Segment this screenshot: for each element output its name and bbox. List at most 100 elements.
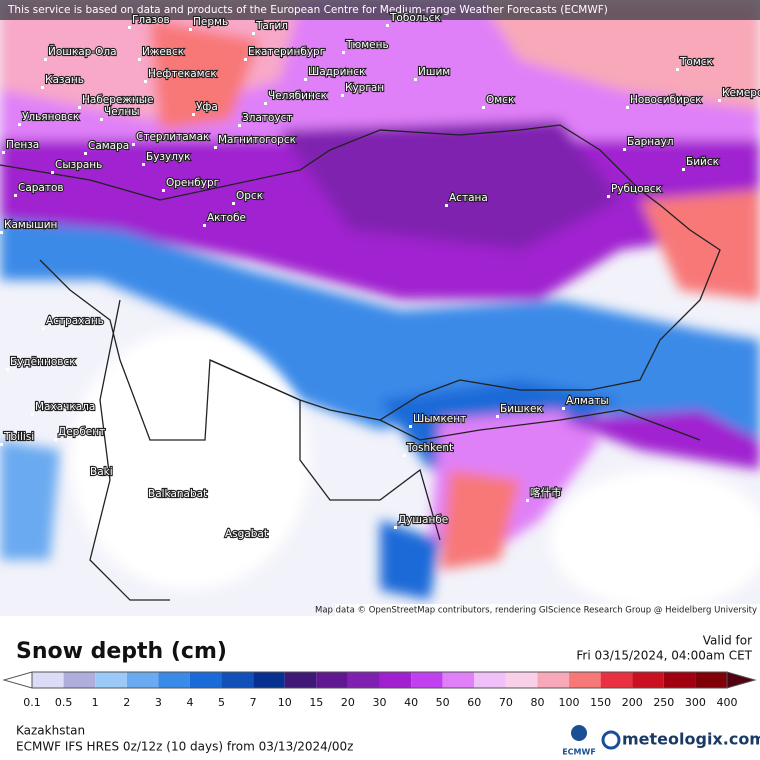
colorbar-tick-label: 50 — [436, 696, 450, 709]
city-dot — [409, 425, 412, 428]
city-dot — [138, 58, 141, 61]
city-label: Курган — [345, 82, 384, 94]
city-label: Новосибирск — [630, 94, 702, 106]
city-dot — [394, 526, 397, 529]
valid-time: Fri 03/15/2024, 04:00am CET — [576, 649, 752, 663]
city-dot — [31, 413, 34, 416]
city-label: Барнаул — [627, 136, 674, 148]
colorbar-segment — [347, 672, 380, 688]
colorbar-segment — [632, 672, 664, 688]
city-label: Томск — [679, 56, 713, 68]
city-label: Рубцовск — [611, 183, 662, 195]
city-dot — [244, 58, 247, 61]
city-label: Актобе — [207, 212, 246, 224]
city-dot — [18, 123, 21, 126]
colorbar-tick-label: 150 — [590, 696, 611, 709]
city-label: Тюмень — [345, 39, 389, 51]
city-label: Йошкар-Ола — [48, 45, 117, 58]
city-label: Саратов — [18, 182, 64, 194]
city-dot — [78, 106, 81, 109]
brand: meteologix.com — [622, 730, 760, 749]
attribution-bg — [335, 604, 760, 616]
model-info: ECMWF IFS HRES 0z/12z (10 days) from 03/… — [16, 740, 353, 754]
snow-field — [0, 0, 760, 600]
city-label: Тагил — [255, 20, 288, 32]
city-label: Бийск — [686, 156, 719, 168]
city-label: Набережные — [82, 94, 153, 106]
city-dot — [607, 195, 610, 198]
city-dot — [221, 540, 224, 543]
colorbar-tick-label: 250 — [653, 696, 674, 709]
city-dot — [14, 194, 17, 197]
city-dot — [189, 28, 192, 31]
legend-title: Snow depth (cm) — [16, 639, 227, 664]
city-dot — [144, 80, 147, 83]
city-label: Глазов — [132, 14, 170, 26]
city-dot — [162, 189, 165, 192]
white-area — [550, 470, 760, 610]
city-dot — [84, 152, 87, 155]
colorbar-tick-label: 15 — [309, 696, 323, 709]
city-label: Стерлитамак — [136, 131, 209, 143]
city-label: Ульяновск — [22, 111, 79, 123]
colorbar-segment — [253, 672, 285, 688]
colorbar-tick-label: 7 — [250, 696, 257, 709]
city-dot — [42, 327, 45, 330]
colorbar-segment — [95, 672, 127, 688]
colorbar-segment — [158, 672, 190, 688]
map: This service is based on data and produc… — [0, 0, 760, 616]
legend: Snow depth (cm) Valid for Fri 03/15/2024… — [2, 634, 760, 757]
colorbar-segment — [126, 672, 159, 688]
colorbar-segment — [316, 672, 348, 688]
city-label: Тобольск — [389, 12, 441, 24]
colorbar-segment — [284, 672, 317, 688]
colorbar-segment — [569, 672, 601, 688]
city-dot — [128, 26, 131, 29]
colorbar-segment — [379, 672, 412, 688]
city-label: Tbilisi — [3, 431, 34, 443]
colorbar-tick-label: 0.5 — [55, 696, 73, 709]
region: Kazakhstan — [16, 724, 85, 738]
city-dot — [132, 143, 135, 146]
colorbar-tick-label: 20 — [341, 696, 355, 709]
colorbar-tick-label: 2 — [123, 696, 130, 709]
city-dot — [264, 102, 267, 105]
city-labels: Глазов Пермь Тагил Тобольск Йошкар-Ола Ижевск… — [0, 11, 760, 543]
city-dot — [6, 368, 9, 371]
city-label: Уфа — [196, 101, 218, 113]
white-area — [70, 330, 310, 590]
city-label: Бузулук — [146, 151, 190, 163]
city-label: Екатеринбург — [248, 46, 325, 58]
colorbar-tick-label: 4 — [186, 696, 193, 709]
city-label: Asgabat — [225, 528, 268, 540]
city-dot — [2, 151, 5, 154]
colorbar-segment — [442, 672, 475, 688]
city-label: Balkanabat — [148, 488, 207, 500]
city-dot — [41, 86, 44, 89]
colorbar-tick-label: 60 — [467, 696, 481, 709]
city-dot — [482, 106, 485, 109]
colorbar-segment — [32, 672, 64, 688]
city-dot — [562, 407, 565, 410]
city-dot — [386, 24, 389, 27]
city-dot — [626, 106, 629, 109]
city-label: Махачкала — [35, 401, 95, 413]
city-dot — [0, 443, 3, 446]
city-dot — [682, 168, 685, 171]
colorbar-segment — [411, 672, 443, 688]
city-dot — [203, 224, 206, 227]
city-label: Пенза — [6, 139, 39, 151]
city-dot — [403, 454, 406, 457]
city-dot — [341, 94, 344, 97]
city-dot — [86, 478, 89, 481]
ecmwf-icon — [571, 725, 587, 741]
colorbar-tick-label: 200 — [622, 696, 643, 709]
city-label: Baki — [90, 466, 113, 478]
colorbar-tick-label: 0.1 — [23, 696, 41, 709]
city-label: Ижевск — [142, 46, 184, 58]
colorbar-tick-label: 3 — [155, 696, 162, 709]
city-label: 喀什市 — [530, 486, 562, 499]
city-label: Астана — [449, 192, 488, 204]
colorbar-segment — [695, 672, 727, 688]
